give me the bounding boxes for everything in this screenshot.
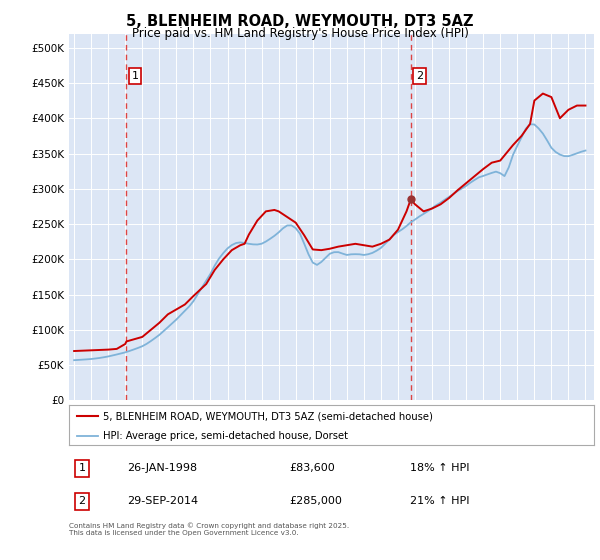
Text: Contains HM Land Registry data © Crown copyright and database right 2025.
This d: Contains HM Land Registry data © Crown c… bbox=[69, 522, 349, 535]
Text: 18% ↑ HPI: 18% ↑ HPI bbox=[410, 464, 470, 473]
Text: £83,600: £83,600 bbox=[290, 464, 335, 473]
Text: 5, BLENHEIM ROAD, WEYMOUTH, DT3 5AZ: 5, BLENHEIM ROAD, WEYMOUTH, DT3 5AZ bbox=[126, 14, 474, 29]
Text: 2: 2 bbox=[79, 497, 86, 506]
Text: 5, BLENHEIM ROAD, WEYMOUTH, DT3 5AZ (semi-detached house): 5, BLENHEIM ROAD, WEYMOUTH, DT3 5AZ (sem… bbox=[103, 411, 433, 421]
Text: HPI: Average price, semi-detached house, Dorset: HPI: Average price, semi-detached house,… bbox=[103, 431, 348, 441]
Text: £285,000: £285,000 bbox=[290, 497, 343, 506]
Text: 21% ↑ HPI: 21% ↑ HPI bbox=[410, 497, 470, 506]
Text: Price paid vs. HM Land Registry's House Price Index (HPI): Price paid vs. HM Land Registry's House … bbox=[131, 27, 469, 40]
Text: 1: 1 bbox=[131, 71, 139, 81]
Text: 1: 1 bbox=[79, 464, 86, 473]
Text: 26-JAN-1998: 26-JAN-1998 bbox=[127, 464, 197, 473]
Text: 29-SEP-2014: 29-SEP-2014 bbox=[127, 497, 198, 506]
Text: 2: 2 bbox=[416, 71, 423, 81]
